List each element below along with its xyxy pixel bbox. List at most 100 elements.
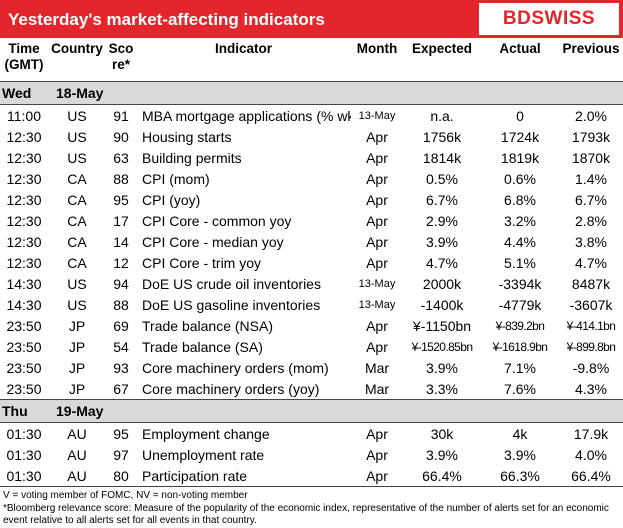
cell: JP [68,359,86,376]
cell: 80 [113,467,129,484]
cell: Apr [366,128,388,145]
cell: 13-May [358,298,396,311]
data-row: 12:30 US 90 Housing starts Apr 1756k 1724k 1793… [0,126,623,147]
cell: 01:30 [6,467,42,484]
cell: Core machinery orders (yoy) [142,380,320,397]
data-row: 12:30 CA 88 CPI (mom) Apr 0.5% 0.6% 1.4% [0,168,623,189]
cell: Housing starts [142,128,232,145]
cell: CA [67,170,87,187]
cell: 1819k [500,149,540,166]
data-row: 01:30 AU 97 Unemployment rate Apr 3.9% 3.9% 4.0… [0,444,623,465]
cell: 95 [113,425,129,442]
cell: 4.4% [504,233,536,250]
cell: 2.0% [575,107,607,124]
cell: Mar [364,359,390,376]
cell: 8487k [571,275,611,292]
cell: 01:30 [6,425,42,442]
cell: Participation rate [142,467,248,484]
cell: 01:30 [6,446,42,463]
cell: CA [67,212,87,229]
cell: 88 [113,170,129,187]
cell: 12:30 [6,170,42,187]
cell: 0.6% [504,170,536,187]
data-row: 14:30 US 94 DoE US crude oil inventories 13-… [0,273,623,294]
cell: MBA mortgage applications (% wk) [142,107,351,124]
cell: 6.8% [504,191,536,208]
cell: CPI Core - trim yoy [142,254,262,271]
cell: 7.1% [504,359,536,376]
data-row: 11:00 US 91 MBA mortgage applications (% wk… [0,105,623,127]
cell: 54 [113,338,129,355]
cell: 67 [113,380,129,397]
cell: 94 [113,275,129,292]
column-header: Time (GMT) [0,38,48,82]
cell: 12:30 [6,128,42,145]
cell: US [67,107,87,124]
footnote: V = voting member of FOMC, NV = non-voti… [3,490,248,501]
cell: 4.7% [575,254,607,271]
cell: 88 [113,296,129,313]
cell: AU [67,446,87,463]
day: Thu [0,399,48,423]
footnote: *Bloomberg relevance score: Measure of t… [3,502,609,527]
cell: 1814k [422,149,462,166]
cell: Apr [366,425,388,442]
cell: 3.9% [426,233,458,250]
cell: 3.9% [426,359,458,376]
cell: CPI (mom) [142,170,210,187]
cell: 95 [113,191,129,208]
column-header: Country [48,38,106,82]
cell: -3394k [498,275,542,292]
data-row: 12:30 CA 12 CPI Core - trim yoy Apr 4.7% 5.1% 4… [0,252,623,273]
cell: 14 [113,233,129,250]
cell: Trade balance (SA) [142,338,263,355]
cell: Employment change [142,425,270,442]
data-row: 01:30 AU 95 Employment change Apr 30k 4k 17.9k [0,423,623,445]
cell: 0 [516,107,524,124]
cell: CPI (yoy) [142,191,201,208]
cell: 6.7% [426,191,458,208]
cell: 91 [113,107,129,124]
header-row: Time (GMT) Country Score* Indicator Month Exp… [0,38,623,82]
cell: ¥-414.1bn [566,318,616,333]
cell: 23:50 [6,338,42,355]
cell: Mar [364,380,390,397]
cell: Apr [366,338,388,355]
cell: US [67,149,87,166]
cell: 90 [113,128,129,145]
cell: 23:50 [6,317,42,334]
cell: AU [67,425,87,442]
cell: 4.3% [575,380,607,397]
cell: 1756k [422,128,462,145]
cell: Core machinery orders (mom) [142,359,329,376]
cell: 0.5% [426,170,458,187]
cell: 7.6% [504,380,536,397]
cell: Unemployment rate [142,446,265,463]
cell: JP [68,317,86,334]
cell: CA [67,254,87,271]
cell: CA [67,191,87,208]
logo: BDSWISS [479,3,619,35]
cell: 66.4% [571,467,611,484]
cell: 12 [113,254,129,271]
cell: 1724k [500,128,540,145]
column-header: Actual [481,38,559,82]
cell: 2000k [422,275,462,292]
header-bar: Yesterday's market-affecting indicators … [0,0,623,38]
data-row: 23:50 JP 69 Trade balance (NSA) Apr ¥-1150bn ¥… [0,315,623,336]
cell: Apr [366,467,388,484]
day: Wed [0,81,48,105]
cell: ¥-1150bn [412,317,472,334]
cell: Apr [366,170,388,187]
column-header: Score* [106,38,136,82]
cell: 23:50 [6,359,42,376]
cell: 14:30 [6,296,42,313]
cell: 30k [430,425,454,442]
cell: Apr [366,446,388,463]
cell: US [67,275,87,292]
cell: 12:30 [6,149,42,166]
cell: 12:30 [6,212,42,229]
cell: 1793k [571,128,611,145]
cell: ¥-899.8bn [566,339,616,354]
